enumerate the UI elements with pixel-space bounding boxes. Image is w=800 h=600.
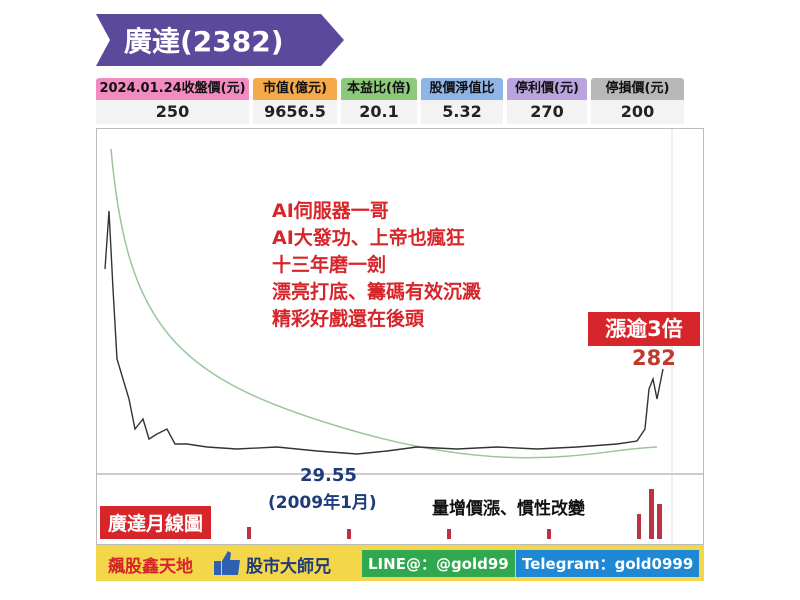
line-id: LINE@：@gold99 [362,550,515,577]
telegram-id: Telegram：gold0999 [516,550,700,577]
footer: 飆股鑫天地 股市大師兄 LINE@：@gold99 Telegram：gold0… [96,545,704,581]
stat-label: 股價淨值比 [421,78,503,100]
stat-value: 5.32 [421,100,503,124]
high-label: 282 [632,346,676,370]
stat-value: 250 [96,100,249,124]
stat: 股價淨值比 5.32 [421,78,503,124]
headline-line: AI伺服器一哥 [272,200,389,222]
headline-line: 精彩好戲還在後頭 [272,308,425,330]
chart-label: 廣達月線圖 [100,506,212,539]
stat-value: 270 [507,100,587,124]
stat: 本益比(倍) 20.1 [341,78,417,124]
stat-value: 9656.5 [253,100,337,124]
sub-brand: 股市大師兄 [246,557,331,577]
brand: 飆股鑫天地 [108,557,193,577]
stat-label: 本益比(倍) [341,78,417,100]
headline: AI伺服器一哥 AI大發功、上帝也瘋狂 十三年磨一劍漂亮打底、籌碼有效沉澱 精彩好戲還… [272,198,481,333]
gain-label: 漲逾3倍 [588,312,700,346]
volume-note: 量增價漲、慣性改變 [432,499,585,519]
headline-line: 漂亮打底、籌碼有效沉澱 [272,281,482,303]
stat: 2024.01.24收盤價(元) 250 [96,78,249,124]
headline-line: 十三年磨一劍 [272,254,387,276]
thumb-icon [214,551,240,575]
price-line [104,210,664,455]
title: 廣達(2382) [124,25,284,58]
stat: 停損價(元) 200 [591,78,684,124]
stat-value: 20.1 [341,100,417,124]
stat: 停利價(元) 270 [507,78,587,124]
stat: 市值(億元) 9656.5 [253,78,337,124]
stat-label: 2024.01.24收盤價(元) [96,78,249,100]
moving-average [110,148,658,459]
stat-label: 停損價(元) [591,78,684,100]
title-banner [96,14,344,66]
low-date: (2009年1月) [268,493,377,513]
low-label: 29.55 [300,465,357,486]
stat-label: 市值(億元) [253,78,337,100]
stat-value: 200 [591,100,684,124]
stats-row: 2024.01.24收盤價(元) 250 市值(億元) 9656.5 本益比(倍) 20.… [96,78,704,126]
headline-line: AI大發功、上帝也瘋狂 [272,227,465,249]
stat-label: 停利價(元) [507,78,587,100]
